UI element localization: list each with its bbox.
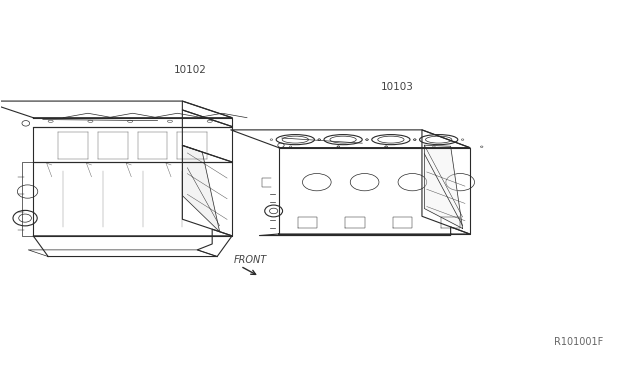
Polygon shape [182, 145, 220, 232]
Text: FRONT: FRONT [234, 256, 268, 265]
Text: 10102: 10102 [173, 65, 206, 75]
Text: R101001F: R101001F [554, 337, 604, 347]
Polygon shape [424, 145, 463, 228]
Text: 10103: 10103 [381, 82, 413, 92]
